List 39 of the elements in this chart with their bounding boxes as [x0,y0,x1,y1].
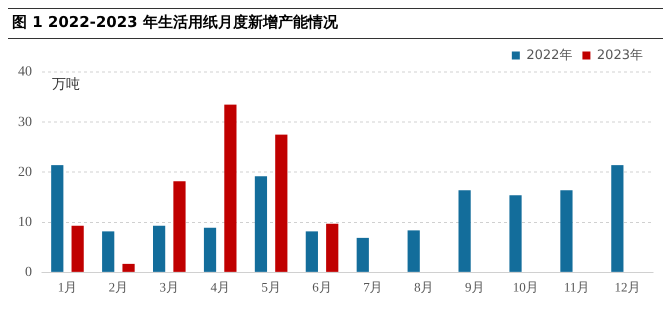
bar [51,165,64,272]
bar [560,190,573,272]
legend-label: 2022年 [526,48,572,63]
bar [254,176,268,272]
bar [458,190,471,272]
x-tick-label: 10月 [512,280,539,295]
x-tick-label: 2月 [108,280,128,295]
x-tick-label: 12月 [614,280,641,295]
x-tick-label: 8月 [414,280,434,295]
bar [122,264,135,272]
legend-label: 2023年 [596,48,644,63]
bar [408,230,420,272]
bar [326,224,338,272]
x-tick-label: 11月 [564,280,590,295]
x-tick-label: 6月 [312,280,332,295]
y-tick-label: 30 [18,114,32,130]
bar [204,228,216,272]
bar [306,231,318,272]
bar [509,195,522,272]
y-tick-label: 40 [18,64,32,80]
x-tick-label: 3月 [160,280,180,295]
bar [275,134,288,272]
chart-title: 图 1 2022-2023 年生活用纸月度新增产能情况 [8,8,663,39]
bar [72,226,84,272]
bar [224,104,236,272]
x-tick-label: 7月 [363,280,383,295]
bar [356,238,369,272]
y-tick-label: 0 [25,265,32,280]
x-tick-label: 5月 [261,280,281,295]
y-tick-label: 10 [18,214,32,230]
bar [102,231,114,272]
bar [153,226,166,272]
bar [173,181,186,272]
x-tick-label: 1月 [58,280,78,295]
x-tick-label: 4月 [210,280,230,295]
y-axis-title: 万吨 [52,76,80,93]
x-tick-label: 9月 [465,280,485,295]
y-tick-label: 20 [18,164,32,180]
bar [611,165,624,272]
